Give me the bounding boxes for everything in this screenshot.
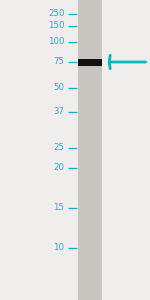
Text: 250: 250 <box>48 10 64 19</box>
Text: 100: 100 <box>48 38 64 46</box>
Text: 25: 25 <box>54 143 64 152</box>
Text: 150: 150 <box>48 22 64 31</box>
Text: 10: 10 <box>54 244 64 253</box>
Text: 50: 50 <box>54 83 64 92</box>
Text: 20: 20 <box>54 164 64 172</box>
Text: 15: 15 <box>54 203 64 212</box>
Bar <box>78 58 102 65</box>
Bar <box>78 0 102 300</box>
Text: 37: 37 <box>54 107 64 116</box>
Text: 75: 75 <box>54 58 64 67</box>
